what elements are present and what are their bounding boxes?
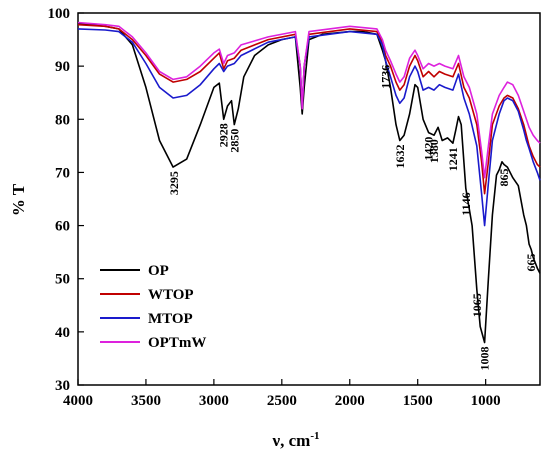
x-tick-label: 2500 — [267, 393, 297, 409]
series-line-wtop — [77, 23, 541, 195]
y-axis-title: % T — [9, 183, 28, 216]
series-line-optmw — [77, 21, 541, 179]
peak-label: 665 — [524, 254, 538, 272]
y-tick-label: 70 — [55, 165, 70, 181]
legend: OP WTOP MTOP OPTmW — [100, 263, 206, 351]
x-tick-label: 3500 — [131, 393, 161, 409]
x-axis-title: ν, cm-1 — [272, 430, 320, 450]
x-axis-title-superscript: -1 — [310, 430, 319, 442]
axis-ticks: 4000 3500 3000 2500 2000 1500 1000 30 40 50 60 70 80… — [48, 6, 501, 409]
legend-label: MTOP — [148, 311, 193, 327]
series-line-mtop — [77, 28, 541, 227]
y-tick-label: 60 — [55, 219, 70, 235]
peak-label: 2928 — [217, 123, 231, 147]
peak-label: 1241 — [446, 147, 460, 171]
x-axis-title-main: ν, cm — [272, 431, 311, 450]
peak-label: 865 — [497, 169, 511, 187]
legend-label: WTOP — [148, 287, 194, 303]
y-tick-label: 90 — [55, 59, 70, 75]
y-tick-label: 30 — [55, 378, 70, 394]
x-tick-label: 1000 — [471, 393, 501, 409]
peak-label: 1420 — [422, 137, 436, 161]
y-tick-label: 40 — [55, 325, 70, 341]
peak-label: 1380 — [427, 139, 441, 163]
y-tick-label: 100 — [48, 6, 71, 22]
peak-label: 2850 — [227, 129, 241, 153]
plot-border — [77, 12, 541, 386]
legend-label: OP — [148, 263, 169, 279]
x-tick-label: 3000 — [199, 393, 229, 409]
peak-label: 1736 — [379, 65, 393, 89]
peak-label: 1146 — [459, 192, 473, 215]
peak-label: 3295 — [167, 171, 181, 195]
peak-label: 1632 — [393, 145, 407, 169]
y-tick-label: 50 — [55, 272, 70, 288]
plot-frame — [77, 12, 541, 386]
series-lines — [77, 21, 541, 344]
x-tick-label: 1500 — [403, 393, 433, 409]
y-tick-label: 80 — [55, 112, 70, 128]
peak-label: 1065 — [470, 293, 484, 317]
x-tick-label: 4000 — [63, 393, 93, 409]
x-tick-label: 2000 — [335, 393, 365, 409]
peak-label: 1008 — [478, 347, 492, 371]
legend-label: OPTmW — [148, 335, 206, 351]
series-line-op — [77, 22, 541, 344]
